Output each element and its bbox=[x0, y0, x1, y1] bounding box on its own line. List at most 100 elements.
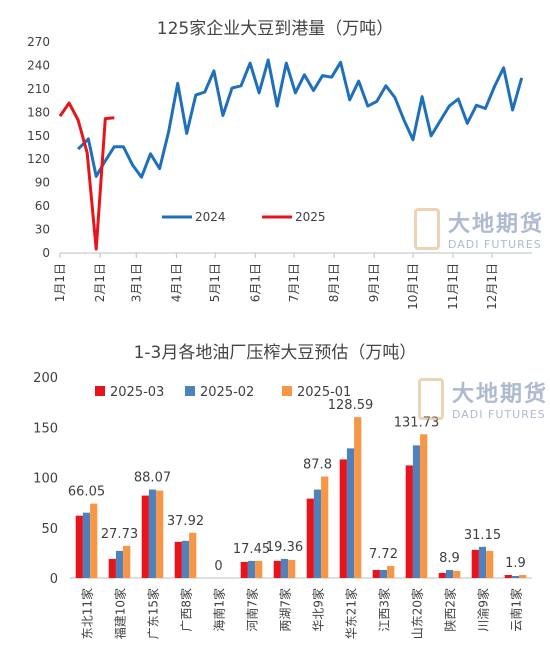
data-label: 37.92 bbox=[167, 514, 204, 529]
bar-2025-03 bbox=[273, 560, 281, 578]
bar-2025-03 bbox=[504, 574, 512, 578]
data-label: 31.15 bbox=[464, 528, 501, 543]
bar-2025-01 bbox=[486, 550, 494, 578]
data-label: 87.8 bbox=[303, 457, 332, 472]
category-label: 华北9家 bbox=[311, 588, 326, 632]
watermark-sub: DADI FUTURES bbox=[448, 238, 542, 251]
category-label: 陕西2家 bbox=[443, 588, 458, 632]
bar-2025-01 bbox=[387, 565, 395, 578]
bar-2025-01 bbox=[189, 532, 197, 578]
y-tick-label: 50 bbox=[41, 522, 58, 537]
bar-2025-03 bbox=[306, 498, 314, 578]
bar-2025-02 bbox=[478, 546, 487, 578]
bar-2025-02 bbox=[412, 445, 421, 578]
bar-2025-01 bbox=[255, 560, 263, 578]
category-label: 东北11家 bbox=[80, 588, 95, 639]
bar-2025-01 bbox=[453, 570, 461, 578]
legend-label-2025-02: 2025-02 bbox=[200, 385, 254, 400]
data-label: 7.72 bbox=[369, 547, 398, 562]
bar-2025-01 bbox=[156, 490, 164, 578]
legend-label-2025-03: 2025-03 bbox=[110, 385, 164, 400]
bar-2025-02 bbox=[445, 569, 454, 578]
bar-2025-01 bbox=[123, 545, 131, 578]
x-tick-label: 7月1日 bbox=[287, 263, 301, 302]
x-tick-label: 10月1日 bbox=[406, 263, 420, 310]
bar-2025-03 bbox=[75, 515, 83, 578]
x-tick-label: 12月1日 bbox=[485, 263, 499, 310]
data-label: 88.07 bbox=[134, 471, 171, 486]
bar-2025-03 bbox=[471, 549, 479, 578]
bar-2025-03 bbox=[141, 495, 149, 578]
y-tick-label: 0 bbox=[50, 572, 58, 587]
x-tick-label: 11月1日 bbox=[446, 263, 460, 310]
x-tick-label: 4月1日 bbox=[169, 263, 183, 302]
category-label: 广西8家 bbox=[179, 588, 194, 632]
category-label: 福建10家 bbox=[113, 588, 128, 639]
legend-label-2025: 2025 bbox=[295, 210, 326, 224]
logo-icon bbox=[418, 377, 444, 420]
watermark-name: 大地期货 bbox=[448, 212, 545, 237]
bar-2025-01 bbox=[321, 476, 329, 578]
data-label: 17.45 bbox=[233, 542, 270, 557]
data-label: 128.59 bbox=[328, 398, 374, 413]
category-label: 川渝9家 bbox=[476, 588, 491, 632]
bar-2025-02 bbox=[115, 550, 124, 578]
x-tick-label: 8月1日 bbox=[327, 263, 341, 302]
bar-2025-03 bbox=[372, 569, 380, 578]
bar-2025-03 bbox=[108, 558, 116, 578]
bar-2025-03 bbox=[438, 572, 446, 578]
category-label: 广东15家 bbox=[146, 588, 161, 639]
chart1-title: 125家企业大豆到港量（万吨） bbox=[156, 19, 394, 39]
data-label: 1.9 bbox=[505, 556, 526, 571]
y-tick-label: 60 bbox=[35, 199, 50, 213]
y-tick-label: 30 bbox=[35, 223, 50, 237]
bar-2025-02 bbox=[313, 489, 322, 578]
data-label: 19.36 bbox=[266, 540, 303, 555]
legend-swatch-2025-03 bbox=[95, 386, 105, 396]
chart2-title: 1-3月各地油厂压榨大豆预估（万吨） bbox=[133, 343, 417, 363]
legend-swatch-2025-02 bbox=[185, 386, 195, 396]
y-tick-label: 120 bbox=[27, 152, 50, 166]
y-tick-label: 150 bbox=[27, 129, 50, 143]
bar-2025-01 bbox=[288, 559, 296, 578]
category-label: 河南7家 bbox=[245, 588, 260, 632]
y-tick-label: 240 bbox=[27, 58, 50, 72]
category-label: 两湖7家 bbox=[278, 588, 293, 632]
series-line-2025 bbox=[58, 101, 115, 251]
bar-2025-03 bbox=[405, 465, 413, 578]
watermark-logo-2: 大地期货 DADI FUTURES bbox=[418, 376, 548, 421]
category-label: 山东20家 bbox=[410, 588, 425, 639]
data-label: 0 bbox=[214, 559, 222, 574]
watermark-sub: DADI FUTURES bbox=[452, 408, 546, 421]
bar-2025-02 bbox=[247, 560, 256, 578]
x-tick-label: 5月1日 bbox=[208, 263, 222, 302]
x-tick-label: 2月1日 bbox=[93, 263, 107, 302]
x-tick-label: 6月1日 bbox=[248, 263, 262, 302]
y-tick-label: 200 bbox=[33, 371, 58, 386]
logo-icon bbox=[414, 207, 440, 250]
bar-2025-02 bbox=[511, 575, 520, 578]
legend-swatch-2025-01 bbox=[282, 386, 292, 396]
bar-2025-02 bbox=[82, 512, 91, 578]
bar-2025-02 bbox=[181, 540, 190, 578]
category-label: 云南1家 bbox=[509, 588, 524, 632]
y-tick-label: 180 bbox=[27, 105, 50, 119]
x-tick-label: 9月1日 bbox=[367, 263, 381, 302]
bar-2025-03 bbox=[174, 541, 182, 578]
y-tick-label: 100 bbox=[33, 472, 58, 487]
bar-2025-02 bbox=[346, 448, 355, 578]
category-label: 江西3家 bbox=[377, 588, 392, 632]
bar-2025-03 bbox=[240, 561, 248, 578]
bar-2025-01 bbox=[519, 574, 527, 578]
series-line-2024 bbox=[77, 58, 524, 179]
watermark-logo: 大地期货 DADI FUTURES bbox=[414, 206, 544, 251]
y-tick-label: 270 bbox=[27, 35, 50, 49]
bar-2025-02 bbox=[280, 558, 289, 578]
bar-2025-01 bbox=[420, 434, 428, 578]
y-tick-label: 90 bbox=[35, 176, 50, 190]
y-tick-label: 150 bbox=[33, 421, 58, 436]
bar-2025-03 bbox=[339, 459, 347, 578]
bar-2025-02 bbox=[148, 489, 157, 578]
line-chart: 0 30 60 90 120 150 180 210 240 270 1月1日 2月1日 3月1日 4月1… bbox=[27, 35, 532, 310]
